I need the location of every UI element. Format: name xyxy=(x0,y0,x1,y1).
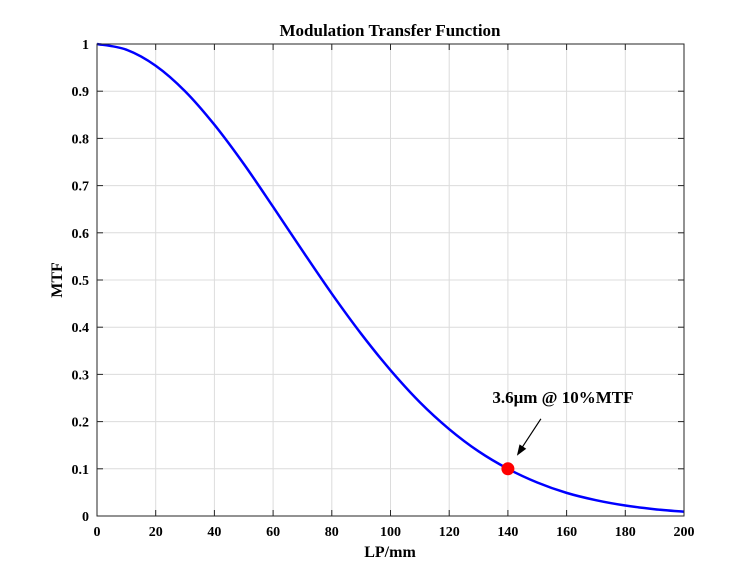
x-tick-label: 0 xyxy=(94,525,101,540)
y-tick-label: 0.3 xyxy=(72,368,90,383)
y-tick-label: 0.5 xyxy=(72,274,90,289)
y-tick-label: 0.6 xyxy=(72,227,90,242)
x-tick-label: 140 xyxy=(497,525,518,540)
x-tick-label: 20 xyxy=(149,525,163,540)
mtf-curve xyxy=(96,42,685,513)
y-tick-label: 0.2 xyxy=(72,416,90,431)
y-tick-label: 0.7 xyxy=(72,180,90,195)
y-axis-label: MTF xyxy=(49,262,66,298)
y-tick-label: 0.8 xyxy=(72,132,90,147)
x-axis-label: LP/mm xyxy=(364,544,416,561)
y-tick-label: 0.9 xyxy=(72,85,90,100)
x-tick-label: 200 xyxy=(674,525,695,540)
x-tick-label: 100 xyxy=(380,525,401,540)
y-tick-label: 0 xyxy=(82,510,89,525)
mtf-10-percent-marker xyxy=(501,462,515,476)
x-tick-label: 60 xyxy=(266,525,280,540)
x-tick-label: 180 xyxy=(615,525,636,540)
chart-title: Modulation Transfer Function xyxy=(279,21,501,40)
annotation-arrow xyxy=(519,418,542,452)
y-tick-label: 0.1 xyxy=(72,463,90,478)
annotation-label: 3.6μm @ 10%MTF xyxy=(492,388,633,407)
x-tick-label: 120 xyxy=(439,525,460,540)
x-tick-label: 40 xyxy=(207,525,221,540)
y-tick-label: 1 xyxy=(82,38,89,53)
x-tick-label: 160 xyxy=(556,525,577,540)
ticks: 0 20 40 60 80 100 120 140 160 180 200 0 0.1 0.2 0.3 0.4… xyxy=(72,38,695,540)
annotation-arrowhead xyxy=(516,444,527,456)
grid xyxy=(96,43,685,517)
y-tick-label: 0.4 xyxy=(72,321,90,336)
x-tick-label: 80 xyxy=(325,525,339,540)
